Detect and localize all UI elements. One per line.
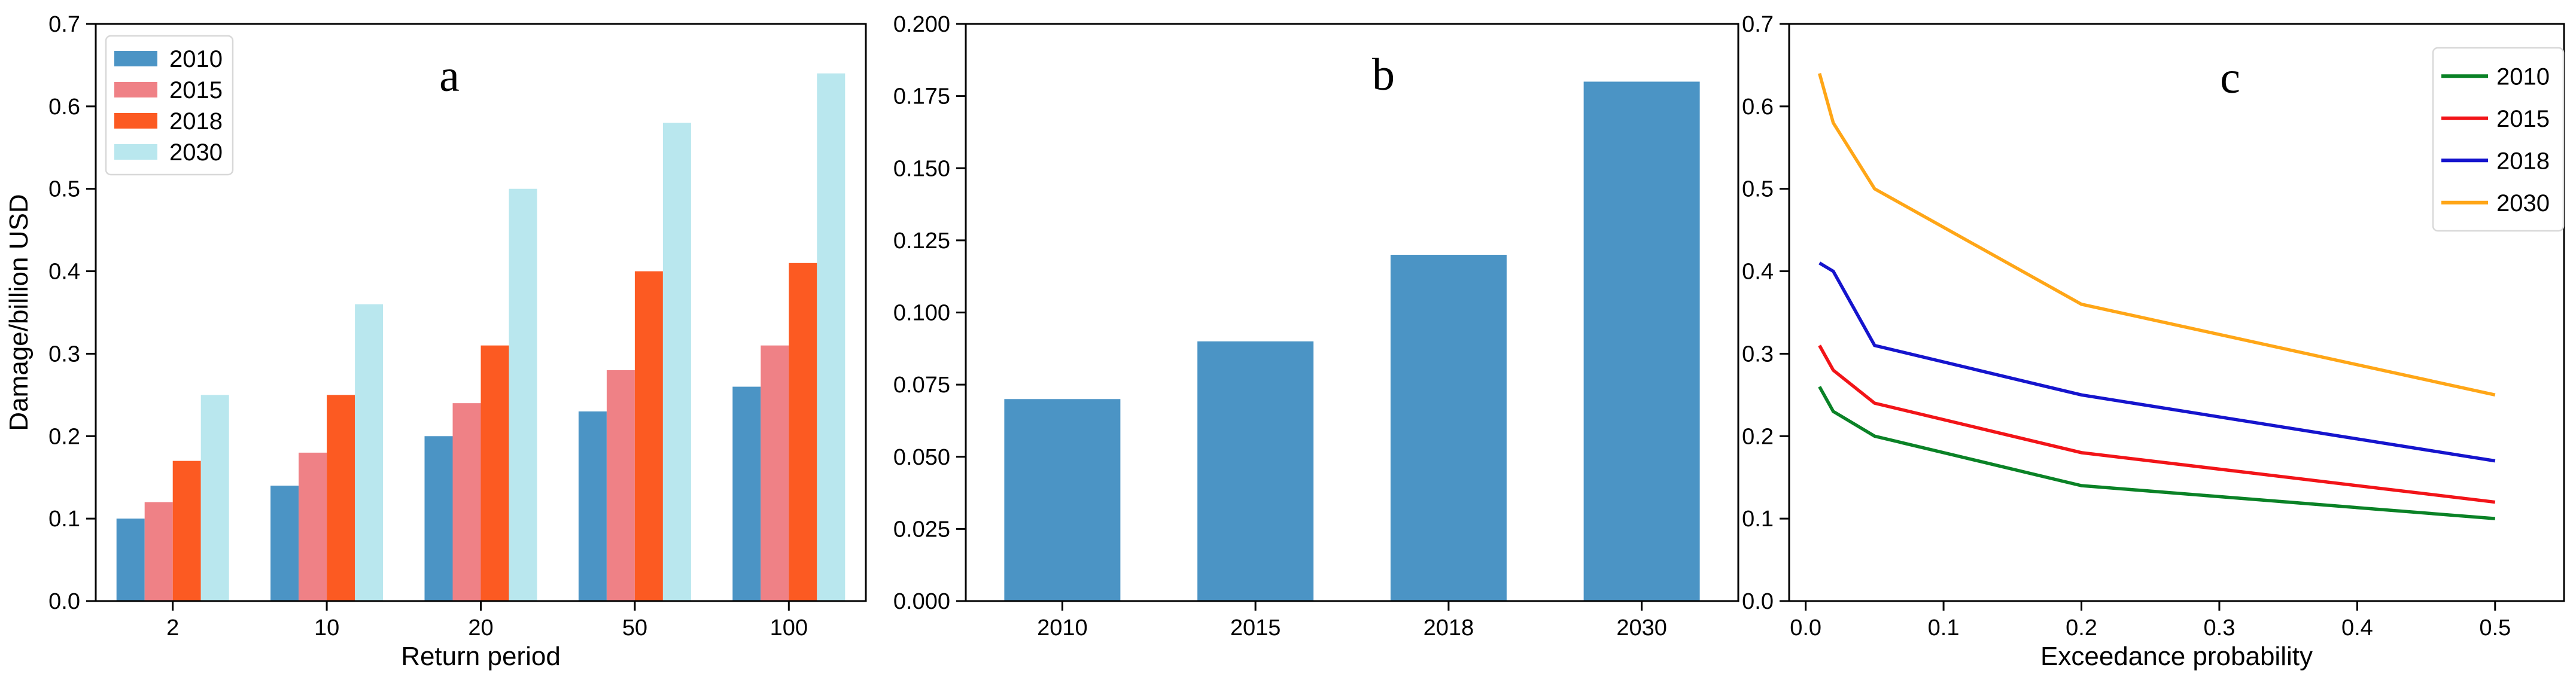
plot-border [1788, 23, 2565, 602]
x-tick-label: 0.0 [1790, 615, 1821, 641]
x-tick-label: 10 [314, 615, 339, 641]
bar-2010-10 [270, 486, 299, 601]
y-tick-label: 0.7 [48, 12, 80, 37]
x-tick-label: 20 [468, 615, 493, 641]
bar-2018-20 [480, 345, 509, 601]
bar-2015-20 [452, 403, 481, 601]
legend-box [105, 35, 234, 176]
y-tick-label: 0.200 [893, 12, 950, 37]
legend-label-2015: 2015 [169, 77, 223, 103]
legend-label-2010: 2010 [2496, 63, 2550, 90]
bar-2015-100 [761, 345, 789, 601]
y-tick-label: 0.0 [48, 589, 80, 614]
y-tick-label: 0.075 [893, 373, 950, 398]
bar-2018-100 [789, 263, 817, 601]
panel-letter-b: b [1372, 50, 1395, 100]
bar-2030-100 [817, 73, 846, 601]
legend-label-2015: 2015 [2496, 106, 2550, 132]
legend-label-2010: 2010 [169, 46, 223, 72]
x-tick-label: 2018 [1424, 615, 1474, 641]
y-tick-label: 0.1 [1742, 507, 1774, 532]
y-tick-label: 0.2 [48, 424, 80, 449]
x-tick-label: 0.3 [2204, 615, 2236, 641]
bar-2010-20 [424, 436, 453, 601]
bar-2010-100 [732, 386, 761, 601]
bar-2018-50 [634, 271, 663, 602]
x-tick-label: 0.1 [1928, 615, 1960, 641]
legend-swatch-2030 [114, 144, 157, 160]
panel-c: 0.0 0.1 0.2 0.3 0.4 0.5 0.0 0.1 0.2 0.3 0.4 0.5 0.6 0… [1742, 12, 2565, 671]
bar-2030-2 [200, 395, 229, 601]
y-axis-label: Damage/billion USD [4, 194, 34, 431]
legend-swatch-2010 [114, 51, 157, 66]
plot-border [95, 23, 867, 602]
line-2015 [1818, 344, 2496, 504]
legend-box [2432, 47, 2565, 232]
legend: 2010 2015 2018 2030 [105, 35, 234, 176]
x-tick-label: 50 [622, 615, 647, 641]
x-tick-label: 0.5 [2479, 615, 2511, 641]
bar-Damage-2030 [1583, 81, 1700, 601]
y-tick-label: 0.7 [1742, 12, 1774, 37]
x-axis-label: Exceedance probability [2040, 642, 2313, 671]
legend-label-2030: 2030 [2496, 190, 2550, 216]
y-tick-label: 0.5 [48, 177, 80, 202]
panel-letter-c: c [2220, 53, 2240, 103]
y-tick-label: 0.6 [1742, 94, 1774, 120]
x-tick-label: 2030 [1616, 615, 1667, 641]
panel-a: 2 10 20 50 100 0.0 0.1 0.2 0.3 0.4 0.5 0.6 0.7 Return… [4, 12, 867, 671]
x-tick-label: 100 [770, 615, 808, 641]
y-tick-label: 0.4 [48, 260, 80, 285]
y-tick-label: 0.175 [893, 84, 950, 109]
y-tick-label: 0.050 [893, 445, 950, 470]
y-tick-label: 0.5 [1742, 177, 1774, 202]
bar-2018-10 [327, 395, 355, 601]
bar-2015-10 [299, 452, 327, 601]
bar-2018-2 [172, 461, 201, 601]
x-tick-label: 2 [166, 615, 179, 641]
y-tick-label: 0.000 [893, 589, 950, 614]
legend-label-2018: 2018 [2496, 148, 2550, 174]
bar-Damage-2015 [1197, 341, 1314, 601]
legend-swatch-2018 [114, 113, 157, 129]
line-2010 [1818, 386, 2496, 520]
legend-label-2018: 2018 [169, 108, 223, 135]
plot-border [965, 23, 1739, 602]
x-tick-label: 0.2 [2066, 615, 2097, 641]
legend: 2010 2015 2018 2030 [2432, 47, 2565, 232]
y-tick-label: 0.150 [893, 156, 950, 181]
y-tick-label: 0.125 [893, 228, 950, 254]
bar-2030-10 [355, 304, 384, 601]
y-tick-label: 0.3 [48, 341, 80, 367]
y-tick-label: 0.4 [1742, 260, 1774, 285]
y-tick-label: 0.3 [1742, 341, 1774, 367]
legend-swatch-2015 [114, 82, 157, 97]
y-tick-label: 0.2 [1742, 424, 1774, 449]
y-tick-label: 0.6 [48, 94, 80, 120]
line-2018 [1818, 261, 2496, 463]
y-tick-label: 0.100 [893, 301, 950, 326]
x-axis-label: Return period [401, 642, 561, 671]
bar-Damage-2018 [1390, 255, 1507, 601]
line-2030 [1818, 72, 2496, 397]
y-tick-label: 0.1 [48, 507, 80, 532]
x-tick-label: 2010 [1037, 615, 1088, 641]
bar-2030-20 [509, 188, 537, 601]
y-tick-label: 0.025 [893, 517, 950, 542]
y-tick-label: 0.0 [1742, 589, 1774, 614]
bar-2030-50 [662, 123, 691, 601]
bar-Damage-2010 [1004, 399, 1121, 601]
bar-2010-50 [578, 411, 607, 601]
x-tick-label: 2015 [1230, 615, 1281, 641]
bar-2010-2 [116, 519, 145, 601]
panel-letter-a: a [439, 51, 460, 101]
panel-b: 2010 2015 2018 2030 0.000 0.025 0.050 0.075 0.10… [893, 12, 1739, 641]
legend-label-2030: 2030 [169, 139, 223, 166]
bar-2015-2 [144, 502, 173, 601]
x-tick-label: 0.4 [2341, 615, 2373, 641]
bar-2015-50 [606, 370, 635, 601]
